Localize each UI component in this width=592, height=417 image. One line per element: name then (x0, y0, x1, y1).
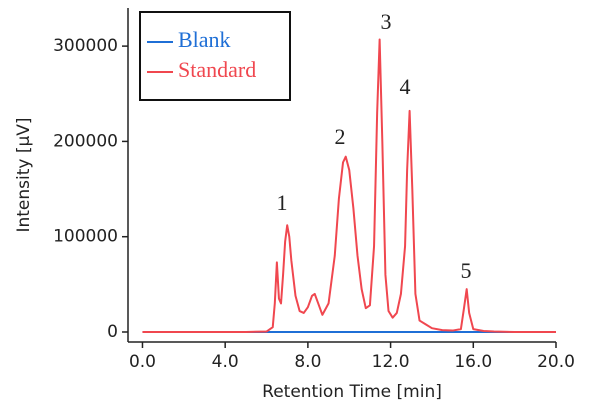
x-tick-label: 8.0 (294, 352, 321, 372)
y-tick-label: 100000 (53, 227, 118, 247)
x-tick-label: 12.0 (372, 352, 410, 372)
x-tick-label: 20.0 (537, 352, 575, 372)
x-tick-label: 16.0 (454, 352, 492, 372)
peak-label: 3 (381, 9, 392, 34)
peak-label: 1 (277, 190, 288, 215)
legend-box (139, 11, 291, 101)
peak-label: 5 (461, 258, 472, 283)
legend-label: Blank (178, 27, 231, 52)
x-tick-label: 4.0 (212, 352, 239, 372)
y-tick-label: 300000 (53, 36, 118, 56)
x-tick-label: 0.0 (129, 352, 156, 372)
y-tick-label: 0 (107, 322, 118, 342)
y-axis-title: Intensity [µV] (14, 117, 34, 232)
legend-label: Standard (178, 57, 256, 82)
x-axis-title: Retention Time [min] (262, 382, 442, 402)
peak-label: 2 (335, 124, 346, 149)
peak-label: 4 (400, 74, 411, 99)
y-tick-label: 200000 (53, 131, 118, 151)
series-line (142, 38, 556, 333)
